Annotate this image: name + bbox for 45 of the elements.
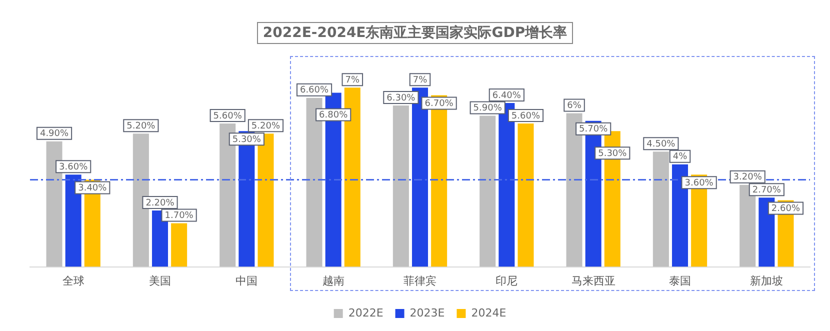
data-label: 2.60% (771, 204, 800, 214)
data-label: 5.20% (251, 122, 280, 132)
data-label: 7% (412, 75, 428, 86)
bar (171, 223, 188, 267)
x-tick-label: 中国 (236, 274, 258, 288)
legend-label: 2023E (410, 306, 445, 320)
data-label: 5.20% (126, 122, 156, 132)
x-tick-label: 全球 (62, 274, 84, 288)
data-label: 5.30% (232, 134, 262, 145)
data-label: 4% (672, 152, 688, 162)
data-label: 6.70% (424, 99, 454, 110)
bar (518, 123, 534, 267)
data-label: 5.60% (511, 111, 540, 122)
data-label: 2.20% (146, 198, 175, 208)
x-tick-label: 越南 (322, 274, 344, 288)
bar (652, 152, 669, 267)
x-tick-label: 马来西亚 (571, 274, 616, 288)
data-label: 3.40% (78, 184, 108, 194)
x-tick-label: 菲律宾 (404, 274, 436, 288)
data-label: 3.60% (684, 178, 714, 188)
data-label: 5.60% (213, 111, 242, 122)
data-label: 6.30% (386, 93, 416, 104)
data-label: 4.90% (40, 129, 70, 140)
x-tick-label: 印尼 (496, 274, 518, 288)
data-label: 1.70% (164, 211, 194, 222)
legend-label: 2022E (348, 306, 384, 320)
data-label: 4.50% (646, 139, 676, 150)
data-label: 7% (345, 75, 360, 86)
legend-label: 2024E (471, 306, 506, 320)
data-label: 5.90% (473, 104, 502, 114)
bar (480, 116, 496, 267)
chart-title: 2022E-2024E东南亚主要国家实际GDP增长率 (256, 22, 574, 44)
x-tick-label: 新加坡 (750, 274, 784, 288)
data-label: 6.60% (300, 86, 330, 96)
data-label: 5.30% (598, 148, 628, 159)
data-label: 6.80% (319, 110, 348, 121)
data-label: 5.70% (579, 124, 608, 135)
x-tick-label: 美国 (149, 274, 171, 288)
data-label: 6% (567, 101, 582, 112)
bar (392, 106, 409, 267)
x-tick-label: 泰国 (669, 275, 691, 288)
data-label: 2.70% (752, 186, 782, 196)
data-label: 6.40% (492, 90, 522, 101)
data-label: 3.20% (733, 172, 762, 183)
data-label: 3.60% (59, 162, 88, 172)
